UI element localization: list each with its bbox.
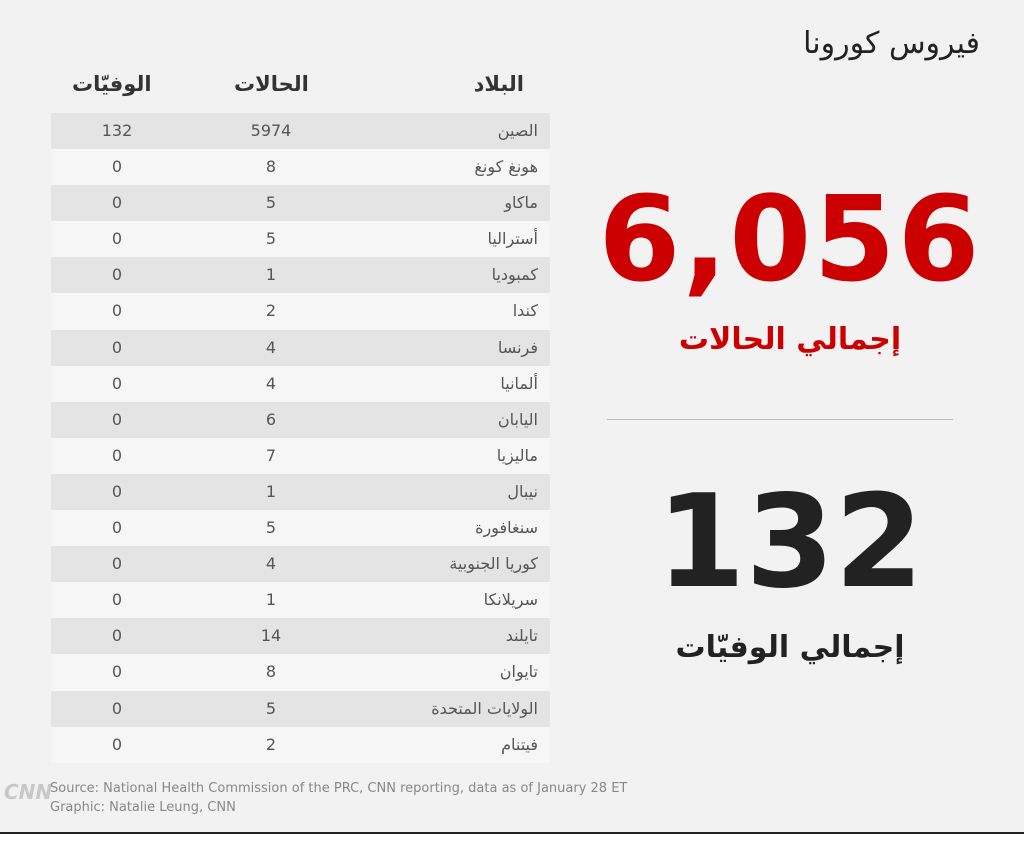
deaths: 0 xyxy=(111,373,123,393)
cases: 8 xyxy=(265,157,277,177)
total-cases: 6,056 xyxy=(598,170,982,308)
cases: 1 xyxy=(265,481,277,501)
column-header: البلاد xyxy=(473,72,524,96)
country: ألمانيا xyxy=(500,373,538,393)
cases: 8 xyxy=(265,662,277,682)
deaths: 0 xyxy=(111,445,123,465)
source: Source: National Health Commission of th… xyxy=(50,781,628,796)
cases: 1 xyxy=(265,265,277,285)
deaths: 0 xyxy=(111,157,123,177)
deaths: 0 xyxy=(111,337,123,357)
table-row: فرنسا 4 0 xyxy=(51,329,550,366)
total-cases-label: إجمالي الحالات xyxy=(678,322,902,357)
table-row: كوريا الجنوبية 4 0 xyxy=(51,546,550,583)
cases: 4 xyxy=(265,554,277,574)
cases: 5 xyxy=(265,518,277,538)
cases: 5974 xyxy=(250,121,292,140)
deaths: 0 xyxy=(111,409,123,429)
table-row: هونغ كونغ 8 0 xyxy=(51,149,550,186)
table: الصين 5974 132 هونغ كونغ 8 0 ماكاو 5 0 أستراليا 5 0… xyxy=(51,113,550,763)
cases: 7 xyxy=(265,445,277,465)
country: تايوان xyxy=(499,662,538,682)
deaths: 0 xyxy=(111,698,123,718)
cases: 4 xyxy=(265,373,277,393)
table-row: نيبال 1 0 xyxy=(51,473,550,511)
cases: 1 xyxy=(265,590,277,610)
table-row: ماليزيا 7 0 xyxy=(51,437,550,474)
total-deaths: 132 xyxy=(656,468,924,617)
country: فيتنام xyxy=(501,734,538,754)
cases: 14 xyxy=(260,626,282,646)
country: فرنسا xyxy=(497,337,538,357)
cases: 5 xyxy=(265,698,277,718)
country: ماكاو xyxy=(504,193,538,213)
deaths: 0 xyxy=(111,734,123,754)
table-row: الصين 5974 132 xyxy=(51,113,550,150)
country: كندا xyxy=(512,301,538,321)
table-row: تايلند 14 0 xyxy=(51,618,550,655)
table-row: سريلانكا 1 0 xyxy=(51,582,550,619)
cases: 2 xyxy=(265,734,277,754)
title: فيروس كورونا xyxy=(803,26,980,61)
country: سريلانكا xyxy=(483,590,538,610)
country: كمبوديا xyxy=(491,265,538,285)
cases: 2 xyxy=(265,301,277,321)
cases: 5 xyxy=(265,193,277,213)
deaths: 0 xyxy=(111,518,123,538)
table-row: سنغافورة 5 0 xyxy=(51,510,550,547)
country: الولايات المتحدة xyxy=(431,698,538,718)
divider xyxy=(607,419,953,420)
table-row: اليابان 6 0 xyxy=(51,401,550,438)
deaths: 0 xyxy=(111,193,123,213)
column-header: الوفيّات xyxy=(72,72,152,96)
deaths: 0 xyxy=(111,481,123,501)
deaths: 0 xyxy=(111,301,123,321)
country: تايلند xyxy=(505,626,538,646)
cases: 6 xyxy=(265,409,277,429)
deaths: 0 xyxy=(111,229,123,249)
table-row: كمبوديا 1 0 xyxy=(51,257,550,294)
deaths: 0 xyxy=(111,626,123,646)
country: أستراليا xyxy=(487,229,538,249)
country: نيبال xyxy=(507,481,538,501)
country: سنغافورة xyxy=(475,518,538,538)
column-header: الحالات xyxy=(234,72,309,96)
deaths: 0 xyxy=(111,662,123,682)
table-row: كندا 2 0 xyxy=(51,293,550,330)
table-row: تايوان 8 0 xyxy=(51,654,550,691)
table-row: ألمانيا 4 0 xyxy=(51,365,550,402)
country: كوريا الجنوبية xyxy=(449,554,538,574)
country: الصين xyxy=(497,121,538,140)
deaths: 0 xyxy=(111,590,123,610)
cases: 4 xyxy=(265,337,277,357)
country: ماليزيا xyxy=(496,445,538,465)
cases: 5 xyxy=(265,229,277,249)
table-row: ماكاو 5 0 xyxy=(51,185,550,222)
credit: Graphic: Natalie Leung, CNN xyxy=(50,800,236,815)
country: هونغ كونغ xyxy=(474,157,538,177)
deaths: 0 xyxy=(111,554,123,574)
table-row: أستراليا 5 0 xyxy=(51,221,550,258)
deaths: 0 xyxy=(111,265,123,285)
table-row: فيتنام 2 0 xyxy=(51,726,550,763)
table-row: الولايات المتحدة 5 0 xyxy=(51,690,550,727)
country: اليابان xyxy=(497,409,538,429)
total-deaths-label: إجمالي الوفيّات xyxy=(675,630,905,665)
logo: CNN xyxy=(4,780,53,804)
deaths: 132 xyxy=(101,121,133,140)
